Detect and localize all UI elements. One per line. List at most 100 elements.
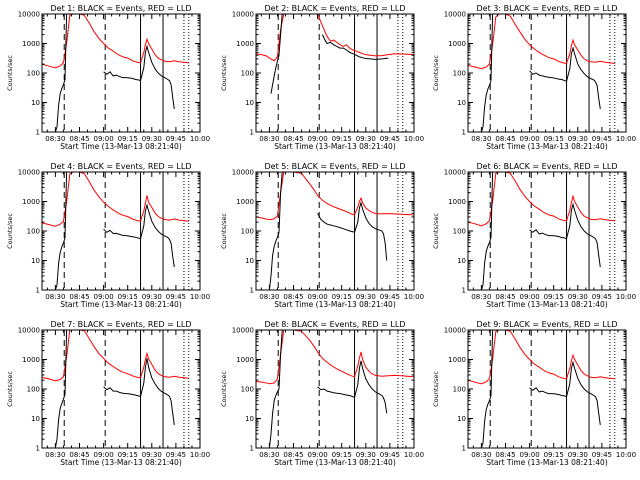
y-tick-label: 100 xyxy=(27,386,40,394)
x-tick-label: 08:45 xyxy=(495,451,515,459)
y-tick-label: 1000 xyxy=(236,356,254,364)
x-axis-label: Start Time (13-Mar-13 08:21:40) xyxy=(274,458,396,467)
x-tick-label: 09:15 xyxy=(118,135,138,143)
y-tick-label: 10000 xyxy=(18,11,40,19)
x-tick-label: 08:30 xyxy=(45,135,65,143)
x-tick-label: 08:45 xyxy=(69,293,89,301)
x-tick-label: 08:45 xyxy=(69,451,89,459)
x-tick-label: 09:30 xyxy=(568,135,588,143)
x-tick-label: 08:45 xyxy=(283,135,303,143)
y-axis-label: Counts/sec xyxy=(6,55,14,91)
x-tick-label: 09:30 xyxy=(568,293,588,301)
x-tick-label: 09:45 xyxy=(592,135,612,143)
x-tick-label: 10:00 xyxy=(616,451,636,459)
x-tick-label: 09:30 xyxy=(142,135,162,143)
events-series-line-1 xyxy=(54,330,74,448)
lld-series-line-0 xyxy=(468,172,615,227)
events-series-line-2 xyxy=(103,44,175,110)
x-tick-label: 09:00 xyxy=(307,451,327,459)
x-tick-label: 09:00 xyxy=(93,293,113,301)
events-series-line-2 xyxy=(529,360,601,426)
y-tick-label: 10000 xyxy=(232,11,254,19)
x-tick-label: 09:30 xyxy=(356,451,376,459)
x-tick-label: 08:45 xyxy=(495,293,515,301)
y-tick-label: 1 xyxy=(250,129,254,137)
y-tick-label: 100 xyxy=(453,70,466,78)
x-tick-label: 09:30 xyxy=(356,135,376,143)
panel-title: Det 9: BLACK = Events, RED = LLD xyxy=(477,320,618,329)
x-tick-label: 09:45 xyxy=(380,293,400,301)
x-tick-label: 09:00 xyxy=(307,135,327,143)
x-tick-label: 09:45 xyxy=(166,451,186,459)
x-tick-label: 09:30 xyxy=(356,293,376,301)
x-tick-label: 08:30 xyxy=(471,451,491,459)
y-tick-label: 100 xyxy=(241,386,254,394)
y-axis-label: Counts/sec xyxy=(220,371,228,407)
x-tick-label: 09:45 xyxy=(380,135,400,143)
panel-title: Det 8: BLACK = Events, RED = LLD xyxy=(265,320,406,329)
y-tick-label: 10000 xyxy=(18,327,40,335)
x-axis-label: Start Time (13-Mar-13 08:21:40) xyxy=(274,300,396,309)
x-tick-label: 09:15 xyxy=(332,135,352,143)
y-tick-label: 10 xyxy=(457,415,466,423)
events-series-line-2 xyxy=(529,202,601,268)
panel-det-7: 1 10 100 1000 10000 08:30 08:45 09:00 09:15 09:30… xyxy=(6,320,210,467)
lld-series-line-0 xyxy=(256,172,414,221)
y-tick-label: 10 xyxy=(457,257,466,265)
x-tick-label: 08:30 xyxy=(259,135,279,143)
y-tick-label: 1000 xyxy=(448,40,466,48)
y-tick-label: 1000 xyxy=(22,198,40,206)
events-series-line-2 xyxy=(103,203,175,268)
x-tick-label: 09:15 xyxy=(118,293,138,301)
y-tick-label: 1000 xyxy=(236,198,254,206)
y-axis-label: Counts/sec xyxy=(220,55,228,91)
x-tick-label: 08:45 xyxy=(495,135,515,143)
panel-det-8: 1 10 100 1000 10000 08:30 08:45 09:00 09:15 09:30… xyxy=(220,320,424,467)
x-tick-label: 09:45 xyxy=(166,293,186,301)
y-tick-label: 1000 xyxy=(236,40,254,48)
x-tick-label: 10:00 xyxy=(190,293,210,301)
x-tick-label: 09:15 xyxy=(544,451,564,459)
x-tick-label: 09:15 xyxy=(332,451,352,459)
x-tick-label: 09:45 xyxy=(166,135,186,143)
x-tick-label: 09:00 xyxy=(519,135,539,143)
y-tick-label: 1 xyxy=(462,287,466,295)
panel-det-6: 1 10 100 1000 10000 08:30 08:45 09:00 09:15 09:30… xyxy=(432,162,636,309)
lld-series-line-0 xyxy=(256,330,414,385)
panel-title: Det 6: BLACK = Events, RED = LLD xyxy=(477,162,618,171)
x-tick-label: 10:00 xyxy=(616,135,636,143)
x-tick-label: 09:00 xyxy=(519,451,539,459)
panel-det-3: 1 10 100 1000 10000 08:30 08:45 09:00 09:15 09:30… xyxy=(432,4,636,151)
events-series-line-1 xyxy=(480,14,500,132)
events-series-line-2 xyxy=(321,34,389,60)
x-tick-label: 09:15 xyxy=(544,293,564,301)
plot-frame xyxy=(255,171,415,291)
x-axis-label: Start Time (13-Mar-13 08:21:40) xyxy=(486,142,608,151)
x-tick-label: 09:00 xyxy=(93,135,113,143)
x-tick-label: 08:30 xyxy=(259,293,279,301)
y-tick-label: 1 xyxy=(250,445,254,453)
lld-series-line-0 xyxy=(468,14,615,70)
y-tick-label: 10 xyxy=(245,99,254,107)
x-tick-label: 10:00 xyxy=(190,451,210,459)
panel-title: Det 7: BLACK = Events, RED = LLD xyxy=(51,320,192,329)
y-tick-label: 10000 xyxy=(444,169,466,177)
y-tick-label: 10 xyxy=(31,257,40,265)
events-series-line-1 xyxy=(270,14,283,94)
y-tick-label: 10 xyxy=(31,415,40,423)
y-tick-label: 100 xyxy=(453,386,466,394)
panel-det-1: 1 10 100 1000 10000 08:30 08:45 09:00 09:15 09:30… xyxy=(6,4,210,151)
x-tick-label: 09:45 xyxy=(592,293,612,301)
x-tick-label: 09:00 xyxy=(307,293,327,301)
x-axis-label: Start Time (13-Mar-13 08:21:40) xyxy=(60,300,182,309)
y-axis-label: Counts/sec xyxy=(220,213,228,249)
y-tick-label: 10000 xyxy=(18,169,40,177)
y-tick-label: 1 xyxy=(462,445,466,453)
y-tick-label: 10000 xyxy=(444,327,466,335)
x-tick-label: 08:30 xyxy=(45,293,65,301)
y-axis-label: Counts/sec xyxy=(432,55,440,91)
events-series-line-1 xyxy=(54,14,74,132)
x-tick-label: 08:30 xyxy=(45,451,65,459)
panel-title: Det 5: BLACK = Events, RED = LLD xyxy=(265,162,406,171)
lld-series-line-0 xyxy=(42,330,189,382)
